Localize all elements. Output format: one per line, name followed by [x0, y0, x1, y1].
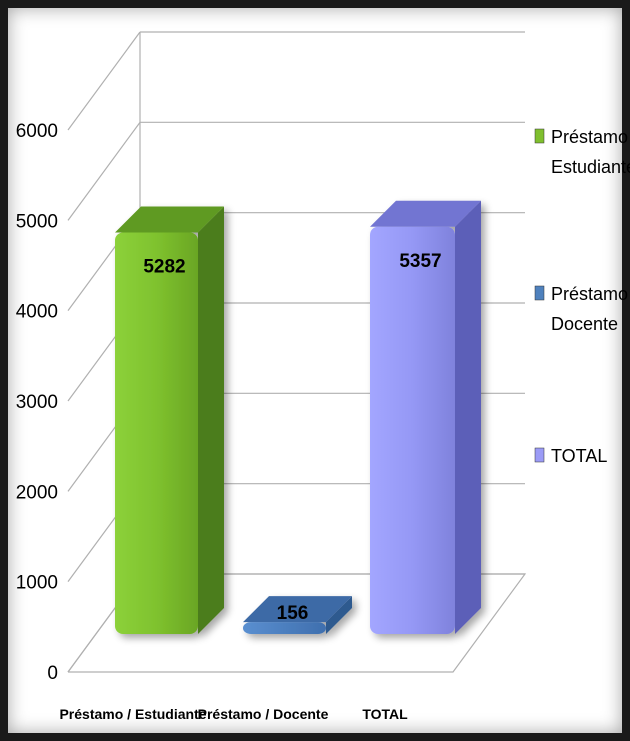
bar-front [115, 232, 198, 635]
data-label: 156 [277, 603, 309, 624]
legend-label: TOTAL [551, 446, 607, 466]
legend-label: Préstamo / [551, 284, 630, 304]
bars-layer [115, 200, 481, 635]
bar-front [243, 622, 326, 634]
x-tick-label: Préstamo / Docente [198, 706, 329, 722]
y-tick-label: 4000 [16, 302, 58, 323]
bar-top [243, 596, 352, 623]
y-tick-label: 5000 [16, 211, 58, 232]
bar-0 [115, 206, 224, 635]
data-label: 5357 [399, 251, 441, 272]
bar-front [370, 226, 455, 634]
y-tick-label: 3000 [16, 392, 58, 413]
y-tick-label: 6000 [16, 121, 58, 142]
bar-side [455, 200, 481, 634]
data-label: 5282 [143, 256, 185, 277]
legend-swatch [534, 447, 545, 463]
bar-top [370, 200, 481, 227]
legend-label: Estudiante [551, 157, 630, 177]
bar-side [326, 596, 352, 634]
gridline-diagonal [67, 31, 141, 131]
legend: Préstamo / Estudiante Préstamo / Docente TOT… [534, 127, 630, 466]
bar-side [198, 206, 224, 635]
gridline-diagonal [67, 121, 141, 221]
bar-1 [243, 596, 352, 634]
legend-label: Préstamo / [551, 127, 630, 147]
legend-swatch [534, 285, 545, 301]
legend-label: Docente [551, 314, 618, 334]
labels-layer: 5282 156 5357 Préstamo / EstudiantePréstamo… [59, 251, 441, 722]
x-tick-label: Préstamo / Estudiante [59, 706, 206, 722]
bar-2 [370, 200, 481, 634]
y-tick-label: 1000 [16, 573, 58, 594]
legend-swatch [534, 128, 545, 144]
y-tick-label: 0 [47, 663, 58, 684]
y-tick-label: 2000 [16, 482, 58, 503]
bar-top [115, 206, 224, 233]
x-tick-label: TOTAL [362, 706, 408, 722]
